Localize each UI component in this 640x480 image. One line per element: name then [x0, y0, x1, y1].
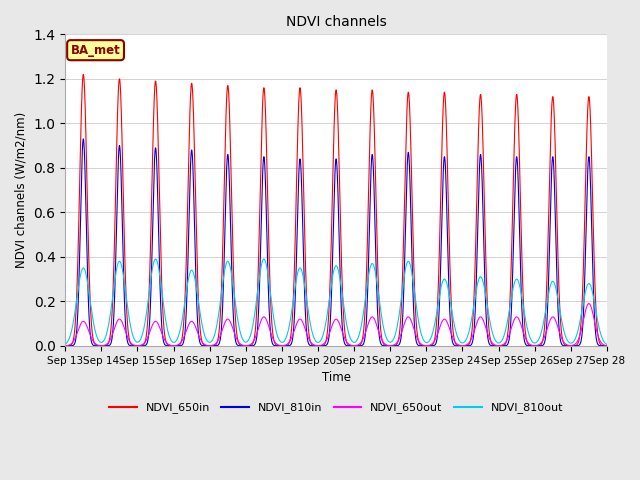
Line: NDVI_650in: NDVI_650in [65, 74, 607, 346]
NDVI_810out [264, 273, 272, 278]
NDVI_810out [603, 342, 611, 348]
NDVI_650out [264, 321, 272, 327]
NDVI_810in [411, 327, 419, 333]
NDVI_810out [177, 322, 185, 328]
NDVI_810in [177, 343, 185, 348]
Y-axis label: NDVI channels (W/m2/nm): NDVI channels (W/m2/nm) [15, 112, 28, 268]
NDVI_650in [172, 343, 179, 348]
NDVI_810in [264, 278, 272, 284]
Line: NDVI_810in: NDVI_810in [65, 139, 607, 346]
NDVI_650in [603, 343, 611, 348]
NDVI_810in [603, 343, 611, 348]
NDVI_810out [172, 339, 179, 345]
NDVI_650in [601, 343, 609, 348]
NDVI_650out [488, 339, 495, 345]
NDVI_650out [61, 343, 69, 348]
NDVI_650out [585, 300, 593, 306]
NDVI_650in [264, 212, 272, 218]
NDVI_650out [177, 339, 185, 345]
NDVI_650in [488, 341, 495, 347]
Line: NDVI_810out: NDVI_810out [65, 259, 607, 345]
NDVI_810in [79, 136, 87, 142]
NDVI_650out [603, 343, 611, 348]
NDVI_650out [411, 328, 419, 334]
Title: NDVI channels: NDVI channels [285, 15, 387, 29]
NDVI_650out [172, 343, 179, 348]
NDVI_810out [601, 340, 609, 346]
NDVI_810out [411, 291, 419, 297]
NDVI_810in [172, 343, 179, 348]
NDVI_810out [61, 341, 69, 347]
NDVI_650in [61, 343, 69, 348]
NDVI_810in [601, 343, 609, 348]
NDVI_810in [488, 343, 495, 348]
Text: BA_met: BA_met [70, 44, 120, 57]
NDVI_650out [601, 342, 609, 348]
NDVI_650in [177, 339, 185, 345]
NDVI_810out [152, 256, 159, 262]
NDVI_650in [411, 292, 419, 298]
Legend: NDVI_650in, NDVI_810in, NDVI_650out, NDVI_810out: NDVI_650in, NDVI_810in, NDVI_650out, NDV… [105, 398, 568, 418]
NDVI_810in [61, 343, 69, 348]
NDVI_650in [79, 72, 87, 77]
Line: NDVI_650out: NDVI_650out [65, 303, 607, 346]
X-axis label: Time: Time [322, 371, 351, 384]
NDVI_810out [488, 327, 495, 333]
